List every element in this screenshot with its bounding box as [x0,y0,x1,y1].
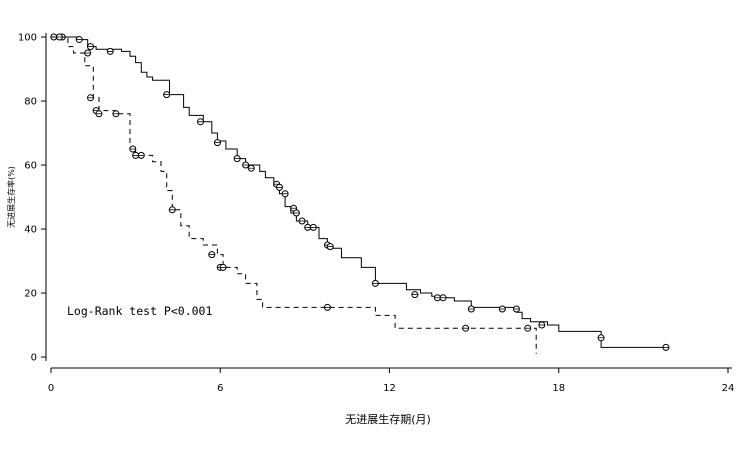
logrank-annotation: Log-Rank test P<0.001 [67,304,212,318]
axes: 0 6 12 18 24 0 20 40 60 80 100 [18,33,734,395]
series-1-censor-mark [597,334,605,342]
y-tick-label: 20 [24,289,37,300]
series-2-censor-mark [132,151,140,159]
series-2-censor-mark [95,110,103,118]
series-2-censor-mark [84,49,92,57]
series-1-censor-mark [106,47,114,55]
series-1-censor-mark [247,164,255,172]
y-tick-label: 60 [24,161,37,172]
y-tick-label: 100 [18,33,37,44]
series-1-censor-mark [309,223,317,231]
x-tick-label: 0 [48,383,54,394]
series-2-censor-mark [462,324,470,332]
x-tick-label: 24 [722,383,735,394]
series-2-censor-mark [112,110,120,118]
series-1-censor-mark [163,91,171,99]
series-1-censor-mark [498,305,506,313]
x-tick-label: 18 [552,383,565,394]
series-1-censor-mark [281,190,289,198]
series-1-censor-mark [326,243,334,251]
y-ticks: 0 20 40 60 80 100 [18,33,46,364]
y-tick-label: 80 [24,97,37,108]
series-2-censor-mark [323,303,331,311]
series-1-censor-mark [86,43,94,51]
series-2-censor-mark [137,151,145,159]
series-2-censor-mark [55,33,63,41]
series-1-censor-mark [411,291,419,299]
series-1-censor-mark [304,223,312,231]
series-1-censor-mark [233,155,241,163]
y-tick-label: 0 [31,353,37,364]
series-1-censor-mark [433,294,441,302]
series-2-censor-mark [86,94,94,102]
series-1-censor-mark [439,294,447,302]
series-1-censor-mark [75,36,83,44]
series-2-censor-mark [524,324,532,332]
series-1-censor-mark [275,183,283,191]
series-1-curve [51,36,666,348]
series-1-censor-mark [292,209,300,217]
series-2-censor-mark [168,206,176,214]
series-1-censor-mark [538,321,546,329]
series-1-censor-mark [213,139,221,147]
series-2-censor-mark [208,251,216,259]
y-axis-label: 无进展生存率(%) [6,166,16,228]
x-tick-label: 12 [383,383,396,394]
series-1-censor-mark [662,343,670,351]
series-1-censor-mark [242,161,250,169]
series-2-censor-mark [219,263,227,271]
series-1-censor-mark [467,305,475,313]
series-1-censor-mark [298,217,306,225]
x-axis-label: 无进展生存期(月) [345,412,431,426]
series-layer [50,33,670,354]
series-1-censor-mark [512,305,520,313]
series-1-censor-mark [197,118,205,126]
series-2-censor-mark [129,145,137,153]
y-tick-label: 40 [24,225,37,236]
x-tick-label: 6 [217,383,223,394]
x-ticks: 0 6 12 18 24 [48,368,735,394]
series-1-censor-mark [371,279,379,287]
